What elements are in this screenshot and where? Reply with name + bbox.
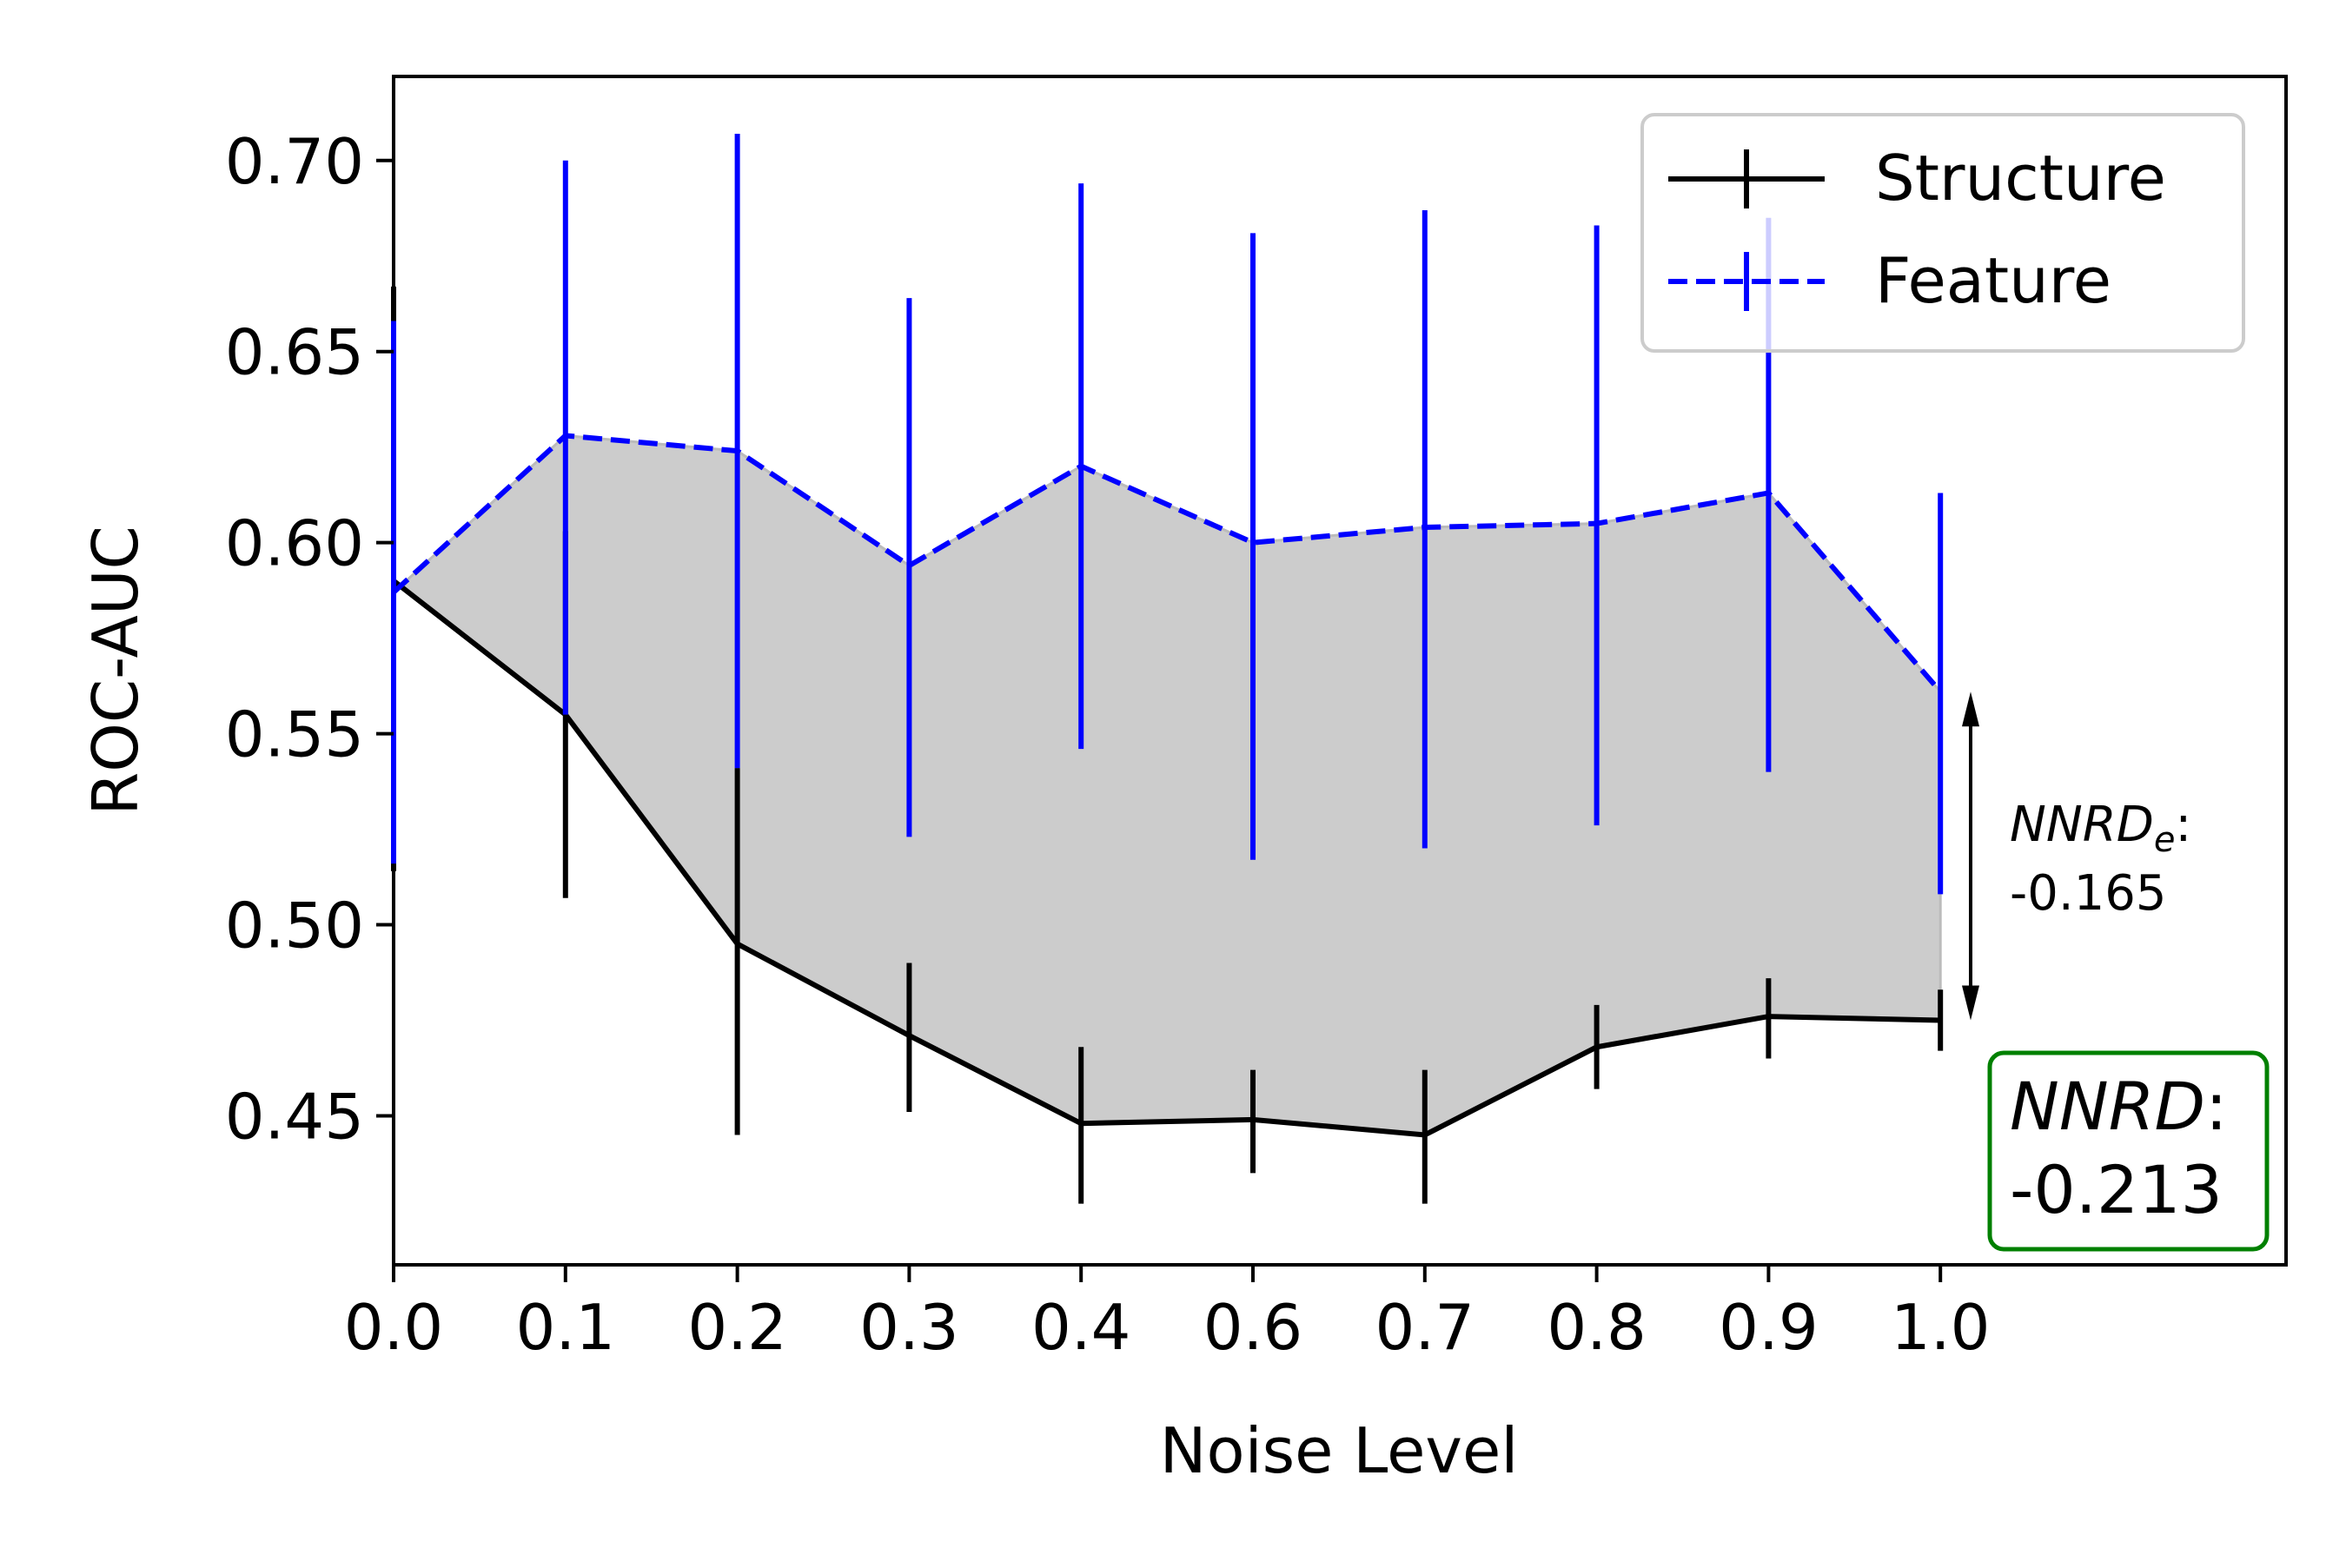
y-tick-label: 0.55	[225, 698, 364, 771]
y-axis-label: ROC-AUC	[79, 526, 152, 816]
nnrd-colon: :	[2205, 1068, 2228, 1145]
x-tick-label: 0.1	[516, 1291, 616, 1364]
x-axis-label: Noise Level	[1160, 1414, 1519, 1487]
x-tick-label: 1.0	[1891, 1291, 1991, 1364]
x-tick-label: 0.8	[1547, 1291, 1647, 1364]
x-tick-label: 0.3	[859, 1291, 959, 1364]
nnrd-e-colon: :	[2175, 797, 2191, 853]
nnrd-value: -0.213	[2010, 1151, 2223, 1228]
nnrd-e-label-text: NNRD	[2010, 797, 2154, 853]
legend-feature-label: Feature	[1875, 244, 2111, 317]
y-tick-label: 0.60	[225, 507, 364, 580]
x-tick-label: 0.6	[1203, 1291, 1303, 1364]
nnrd-e-arrowhead-top	[1962, 691, 1979, 726]
nnrd-label: NNRD:	[2010, 1068, 2228, 1145]
y-tick-label: 0.50	[225, 890, 364, 963]
x-tick-label: 0.0	[344, 1291, 444, 1364]
difference-fill	[394, 435, 1940, 1135]
x-axis: 0.0 0.1 0.2 0.3 0.4 0.6 0.7 0.8 0.9 1.0	[344, 1265, 1991, 1364]
difference-fill-layer	[394, 435, 1940, 1135]
nnrd-annotation: NNRD: -0.213	[1990, 1053, 2267, 1249]
nnrd-e-subscript: e	[2154, 820, 2176, 860]
nnrd-e-arrowhead-bottom	[1962, 985, 1979, 1020]
y-tick-label: 0.65	[225, 316, 364, 389]
y-tick-label: 0.45	[225, 1080, 364, 1153]
nnrd-label-text: NNRD	[2010, 1068, 2205, 1145]
nnrd-e-annotation: NNRDe: -0.165	[1962, 691, 2191, 1020]
nnrd-e-label: NNRDe:	[2010, 797, 2191, 860]
x-tick-label: 0.9	[1719, 1291, 1819, 1364]
legend-structure-label: Structure	[1875, 142, 2166, 215]
y-tick-label: 0.70	[225, 125, 364, 198]
x-tick-label: 0.7	[1375, 1291, 1475, 1364]
nnrd-e-value: -0.165	[2010, 865, 2167, 922]
y-axis: 0.45 0.50 0.55 0.60 0.65 0.70	[225, 125, 394, 1154]
x-tick-label: 0.4	[1031, 1291, 1131, 1364]
legend: Structure Feature	[1642, 115, 2243, 351]
x-tick-label: 0.2	[687, 1291, 787, 1364]
